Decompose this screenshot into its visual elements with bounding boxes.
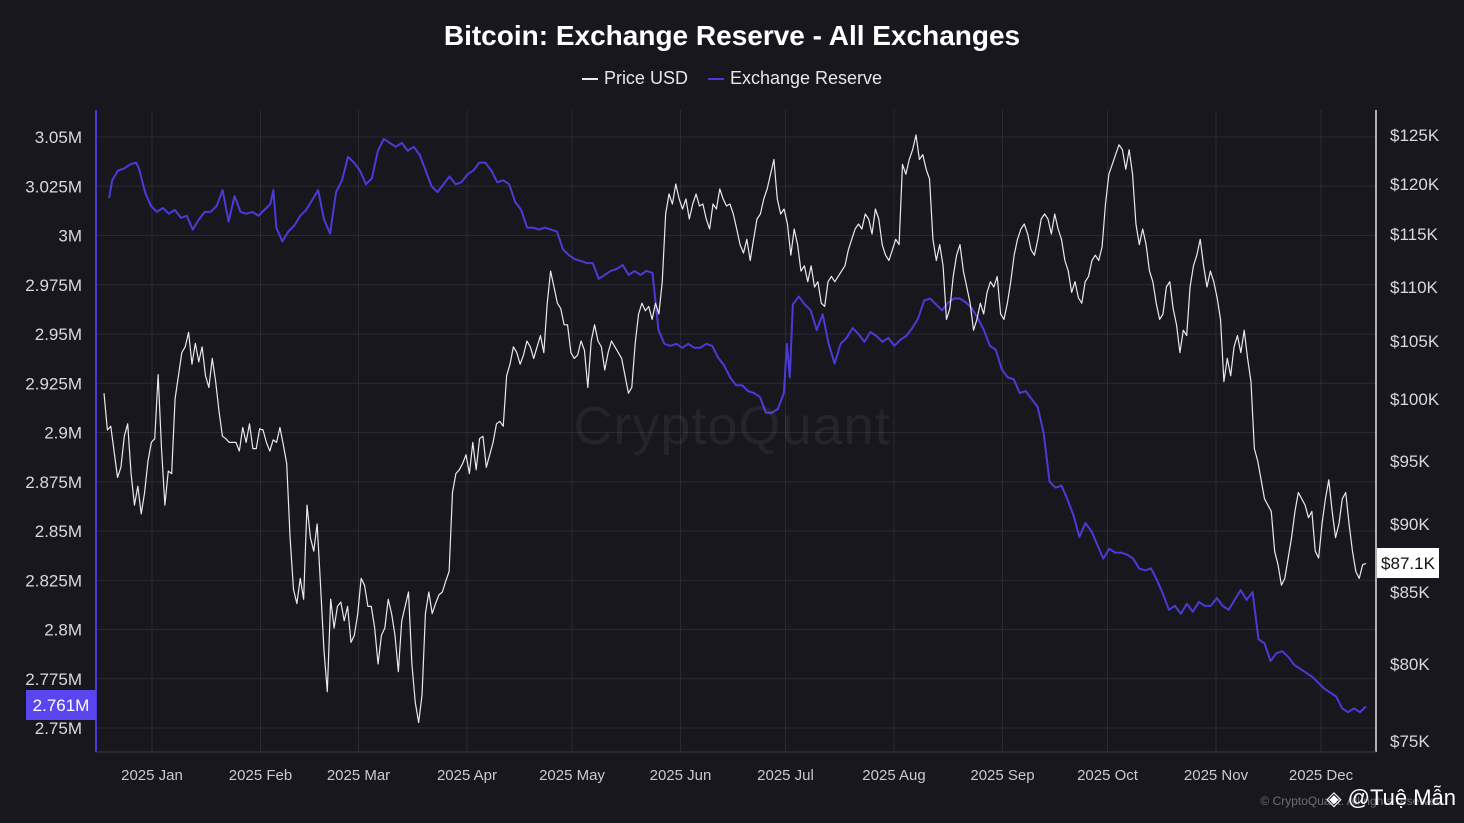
x-tick-label: 2025 May [539, 767, 605, 784]
y-left-tick-label: 3.025M [25, 177, 82, 196]
price-usd-line [103, 134, 1367, 724]
legend-label-price: Price USD [603, 68, 688, 88]
exchange-reserve-line [108, 137, 1367, 714]
x-tick-label: 2025 Nov [1184, 767, 1249, 784]
price-last-value-label: $87.1K [1381, 554, 1436, 573]
y-left-tick-label: 2.95M [35, 325, 82, 344]
x-tick-label: 2025 Oct [1077, 767, 1139, 784]
y-right-tick-label: $85K [1390, 583, 1430, 602]
reserve-last-value-badge [26, 690, 96, 720]
y-right-tick-label: $115K [1390, 225, 1439, 244]
reserve-last-value-label: 2.761M [33, 696, 90, 715]
y-left-tick-label: 2.9M [44, 424, 82, 443]
y-right-tick-label: $120K [1390, 175, 1440, 194]
legend-label-reserve: Exchange Reserve [729, 68, 883, 88]
y-right-tick-label: $75K [1390, 732, 1430, 751]
y-right-tick-label: $90K [1390, 515, 1430, 534]
y-left-tick-label: 3M [58, 227, 82, 246]
y-left-tick-label: 2.85M [35, 522, 82, 541]
copyright-text: © CryptoQuant. All rights reserved. [1260, 794, 1446, 808]
axis-labels: 2.75M 2.775M 2.8M 2.825M 2.85M 2.875M 2.9M 2.92… [25, 126, 1440, 784]
y-left-tick-label: 2.925M [25, 374, 82, 393]
legend: Price USD Exchange Reserve [0, 68, 1464, 89]
x-tick-label: 2025 Aug [862, 767, 925, 784]
y-left-tick-label: 2.975M [25, 276, 82, 295]
y-right-tick-label: $100K [1390, 390, 1440, 409]
grid-lines [96, 110, 1376, 752]
y-left-tick-label: 3.05M [35, 128, 82, 147]
diamond-logo-icon: ◈ [1326, 787, 1342, 810]
x-tick-label: 2025 Sep [970, 767, 1034, 784]
axes [95, 110, 1377, 753]
y-right-tick-label: $110K [1390, 278, 1439, 297]
x-tick-label: 2025 Feb [229, 767, 292, 784]
legend-item-reserve[interactable]: Exchange Reserve [707, 68, 883, 89]
y-left-tick-label: 2.75M [35, 719, 82, 738]
author-name: @Tuệ Mẫn [1347, 785, 1456, 810]
legend-swatch-price [581, 77, 598, 80]
author-tag: ◈ @Tuệ Mẫn [1326, 785, 1456, 811]
chart-title: Bitcoin: Exchange Reserve - All Exchange… [443, 20, 1021, 51]
y-left-tick-label: 2.8M [44, 621, 82, 640]
y-left-tick-label: 2.875M [25, 473, 82, 492]
x-tick-label: 2025 Mar [327, 767, 390, 784]
y-left-tick-label: 2.775M [25, 670, 82, 689]
watermark: CryptoQuant [573, 396, 891, 456]
x-tick-label: 2025 Apr [437, 767, 497, 784]
y-right-tick-label: $125K [1390, 126, 1440, 145]
series-lines [103, 134, 1367, 724]
x-tick-label: 2025 Jun [650, 767, 712, 784]
x-tick-label: 2025 Jan [121, 767, 183, 784]
legend-swatch-reserve [707, 77, 724, 80]
y-left-tick-label: 2.825M [25, 571, 82, 590]
legend-item-price[interactable]: Price USD [581, 68, 688, 89]
x-tick-label: 2025 Dec [1289, 767, 1354, 784]
price-last-value-badge [1377, 548, 1439, 578]
y-right-tick-label: $80K [1390, 655, 1430, 674]
y-right-tick-label: $105K [1390, 332, 1440, 351]
x-tick-label: 2025 Jul [757, 767, 814, 784]
y-right-tick-label: $95K [1390, 452, 1430, 471]
